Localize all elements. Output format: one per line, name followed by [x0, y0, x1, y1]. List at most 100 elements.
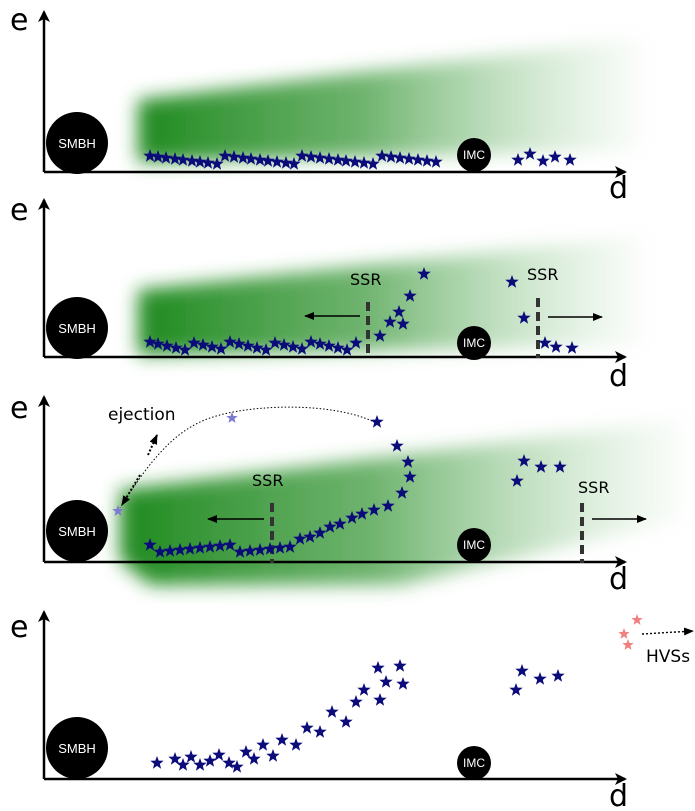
star-p2-19 [304, 335, 318, 348]
ssr-label-right-3: SSR [578, 478, 609, 497]
star-p4-26 [373, 693, 387, 706]
star-p1-18 [287, 157, 301, 170]
ssr-label-right-2: SSR [527, 265, 558, 284]
hvs-arrow [641, 627, 694, 636]
star-p3-17 [303, 530, 317, 543]
star-p2-2 [151, 337, 165, 350]
smbh-label-2: SMBH [58, 321, 96, 336]
star-p4-16 [300, 721, 314, 734]
star-p1-5 [176, 153, 190, 166]
star-p1-13 [244, 152, 258, 165]
star-p2-6 [187, 336, 201, 349]
star-p2-10 [223, 335, 237, 348]
star-p1-2 [151, 150, 165, 163]
imc-4 [457, 746, 491, 780]
d-axis-label-4: d [609, 779, 628, 811]
hvs-label: HVSs [646, 647, 690, 667]
star-p3-27 [401, 455, 415, 468]
star-p4-24 [393, 659, 407, 672]
d-axis-label-1: d [609, 171, 628, 206]
star-p2-13 [250, 341, 264, 354]
star-p2-12 [241, 339, 255, 352]
star-p1-36 [523, 147, 537, 160]
star-p4-23 [379, 675, 393, 688]
star-p2-5 [178, 343, 192, 356]
star-p4-6 [203, 754, 217, 767]
ejected-star-p3-1 [226, 412, 238, 423]
star-p2-18 [295, 342, 309, 355]
ssr-label-left-2: SSR [350, 270, 381, 289]
star-p1-33 [420, 154, 434, 167]
star-p1-17 [279, 156, 293, 169]
star-p1-14 [253, 153, 267, 166]
star-p2-8 [205, 340, 219, 353]
ejected-star-p3-2 [112, 505, 124, 516]
star-p2-25 [373, 329, 387, 342]
imc-label-1: IMC [463, 148, 485, 162]
star-p4-10 [239, 745, 253, 758]
star-p4-3 [176, 758, 190, 771]
star-p4-1 [150, 756, 164, 769]
star-p4-17 [313, 725, 327, 738]
star-p1-9 [210, 157, 224, 170]
star-p3-11 [243, 544, 257, 557]
star-p2-23 [340, 343, 354, 356]
star-p2-22 [331, 341, 345, 354]
star-p1-11 [227, 150, 241, 163]
star-p1-20 [304, 150, 318, 163]
star-p2-30 [417, 267, 431, 280]
star-p4-2 [168, 752, 182, 765]
stars-2 [143, 267, 579, 356]
smbh-label-1: SMBH [58, 136, 96, 151]
star-p2-26 [383, 315, 397, 328]
star-p1-3 [159, 151, 173, 164]
star-p2-14 [259, 343, 273, 356]
star-p1-6 [185, 154, 199, 167]
star-p3-8 [213, 539, 227, 552]
star-p3-3 [163, 544, 177, 557]
panel-1: e d SMBH IMC [10, 3, 640, 206]
star-p3-14 [273, 541, 287, 554]
imc-1 [457, 138, 491, 172]
smbh-3 [46, 500, 108, 562]
star-p1-35 [511, 153, 525, 166]
star-p4-21 [357, 683, 371, 696]
star-p4-4 [184, 750, 198, 763]
gas-disk-1 [138, 38, 640, 162]
star-p2-15 [268, 336, 282, 349]
star-p2-32 [517, 311, 531, 324]
star-p1-12 [236, 151, 250, 164]
star-p3-24 [381, 499, 395, 512]
star-p3-19 [323, 520, 337, 533]
star-p4-15 [289, 738, 303, 751]
star-p4-7 [212, 748, 226, 761]
star-p2-3 [160, 339, 174, 352]
star-p2-35 [565, 341, 579, 354]
star-p2-1 [143, 335, 157, 348]
star-p3-9 [223, 538, 237, 551]
star-p2-33 [538, 336, 552, 349]
star-p3-13 [263, 542, 277, 555]
star-p4-25 [396, 677, 410, 690]
star-p1-1 [143, 149, 157, 162]
star-p4-28 [533, 672, 547, 685]
star-p1-28 [375, 149, 389, 162]
star-p1-21 [313, 151, 327, 164]
ejection-orbit [119, 406, 373, 509]
hvs-star-p4-2 [618, 628, 630, 639]
star-p2-27 [396, 317, 410, 330]
star-p1-29 [384, 150, 398, 163]
star-p4-8 [222, 756, 236, 769]
star-p1-23 [331, 153, 345, 166]
imc-label-4: IMC [463, 756, 485, 770]
stars-4 [150, 614, 643, 773]
star-p3-33 [510, 474, 524, 487]
star-p3-2 [153, 545, 167, 558]
star-p4-20 [349, 695, 363, 708]
star-p4-19 [339, 715, 353, 728]
star-p3-15 [283, 540, 297, 553]
star-p1-26 [357, 156, 371, 169]
star-p1-31 [402, 152, 416, 165]
